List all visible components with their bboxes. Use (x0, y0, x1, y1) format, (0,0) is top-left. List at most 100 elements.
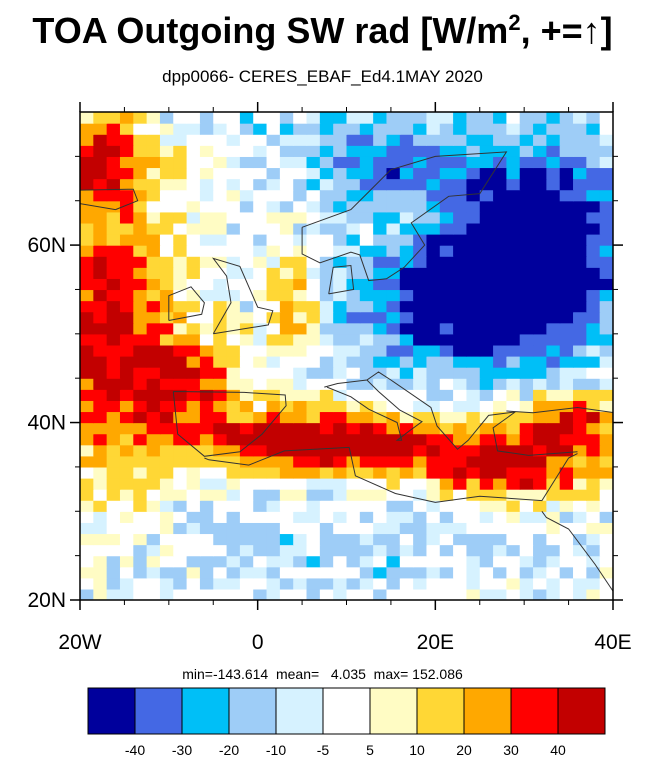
heatmap-cell (519, 112, 534, 124)
heatmap-cell (573, 245, 587, 257)
heatmap-cell (239, 544, 254, 557)
heatmap-cell (439, 555, 454, 568)
heatmap-cell (226, 278, 241, 291)
heatmap-cell (426, 422, 441, 435)
heatmap-cell (413, 211, 428, 224)
heatmap-cell (466, 389, 481, 401)
heatmap-cell (359, 112, 374, 124)
heatmap-cell (159, 455, 174, 468)
heatmap-cell (533, 400, 547, 413)
heatmap-cell (333, 200, 348, 213)
heatmap-cell (346, 500, 361, 512)
colorbar-swatch (275, 687, 324, 735)
heatmap-cell (266, 389, 281, 401)
heatmap-cell (399, 200, 414, 213)
heatmap-cell (573, 222, 587, 235)
heatmap-cell (519, 455, 534, 468)
heatmap-cell (559, 544, 574, 557)
heatmap-cell (306, 544, 321, 557)
heatmap-cell (506, 167, 521, 180)
heatmap-cell (279, 522, 294, 535)
heatmap-cell (506, 145, 521, 157)
heatmap-cell (333, 489, 348, 501)
heatmap-cell (226, 389, 241, 401)
heatmap-cell (80, 333, 94, 346)
heatmap-cell (226, 555, 241, 568)
heatmap-cell (159, 577, 174, 590)
title-tail: , +=↑] (520, 10, 613, 51)
heatmap-cell (293, 245, 308, 257)
heatmap-cell (373, 333, 388, 346)
heatmap-cell (466, 566, 481, 579)
heatmap-cell (293, 200, 308, 213)
heatmap-cell (106, 577, 121, 590)
heatmap-cell (399, 544, 414, 557)
heatmap-cell (573, 577, 587, 590)
heatmap-cell (279, 134, 294, 146)
heatmap-cell (106, 433, 121, 446)
heatmap-cell (359, 167, 374, 180)
heatmap-cell (386, 178, 401, 191)
heatmap-cell (119, 400, 134, 413)
coastline (211, 257, 274, 335)
heatmap-cell (186, 555, 201, 568)
heatmap-cell (133, 222, 148, 235)
heatmap-cell (306, 411, 321, 424)
heatmap-cell (213, 278, 228, 291)
heatmap-cell (159, 555, 174, 568)
heatmap-cell (493, 478, 507, 490)
heatmap-cell (399, 289, 414, 302)
heatmap-cell (319, 311, 334, 324)
heatmap-cell (493, 222, 507, 235)
heatmap-cell (506, 134, 521, 146)
heatmap-cell (293, 400, 308, 413)
heatmap-cell (439, 455, 454, 468)
heatmap-cell (253, 533, 268, 546)
heatmap-cell (146, 134, 161, 146)
heatmap-cell (493, 289, 507, 302)
heatmap-cell (266, 588, 281, 600)
heatmap-cell (80, 267, 94, 279)
heatmap-cell (133, 211, 148, 224)
heatmap-cell (359, 400, 374, 413)
x-tick-label: 40E (594, 631, 631, 654)
heatmap-cell (293, 123, 308, 135)
heatmap-cell (466, 211, 481, 224)
chart-subtitle: dpp0066- CERES_EBAF_Ed4.1MAY 2020 (162, 67, 483, 86)
heatmap-cell (80, 123, 94, 135)
heatmap-cell (93, 189, 108, 202)
heatmap-cell (93, 555, 108, 568)
heatmap-cell (599, 234, 613, 246)
heatmap-cell (173, 211, 188, 224)
heatmap-cell (599, 500, 613, 512)
heatmap-cell (226, 322, 241, 335)
heatmap-cell (466, 367, 481, 379)
heatmap-cell (346, 389, 361, 401)
heatmap-cell (479, 533, 494, 546)
heatmap-cell (279, 478, 294, 490)
heatmap-cell (106, 489, 121, 501)
heatmap-cell (533, 367, 547, 379)
heatmap-cell (426, 466, 441, 479)
heatmap-cell (306, 489, 321, 501)
heatmap-cell (559, 267, 574, 279)
heatmap-cell (506, 289, 521, 302)
heatmap-cell (439, 588, 454, 600)
heatmap-cell (239, 356, 254, 368)
heatmap-cell (346, 178, 361, 191)
heatmap-cell (359, 311, 374, 324)
heatmap-cell (306, 422, 321, 435)
heatmap-cell (239, 367, 254, 379)
heatmap-cell (239, 300, 254, 313)
heatmap-cell (373, 145, 388, 157)
heatmap-cell (439, 333, 454, 346)
heatmap-cell (346, 367, 361, 379)
heatmap-cell (559, 411, 574, 424)
heatmap-cell (466, 344, 481, 357)
heatmap-cell (359, 134, 374, 146)
heatmap-cell (506, 267, 521, 279)
heatmap-cell (346, 189, 361, 202)
heatmap-cell (279, 544, 294, 557)
heatmap-cell (373, 123, 388, 135)
heatmap-cell (386, 222, 401, 235)
